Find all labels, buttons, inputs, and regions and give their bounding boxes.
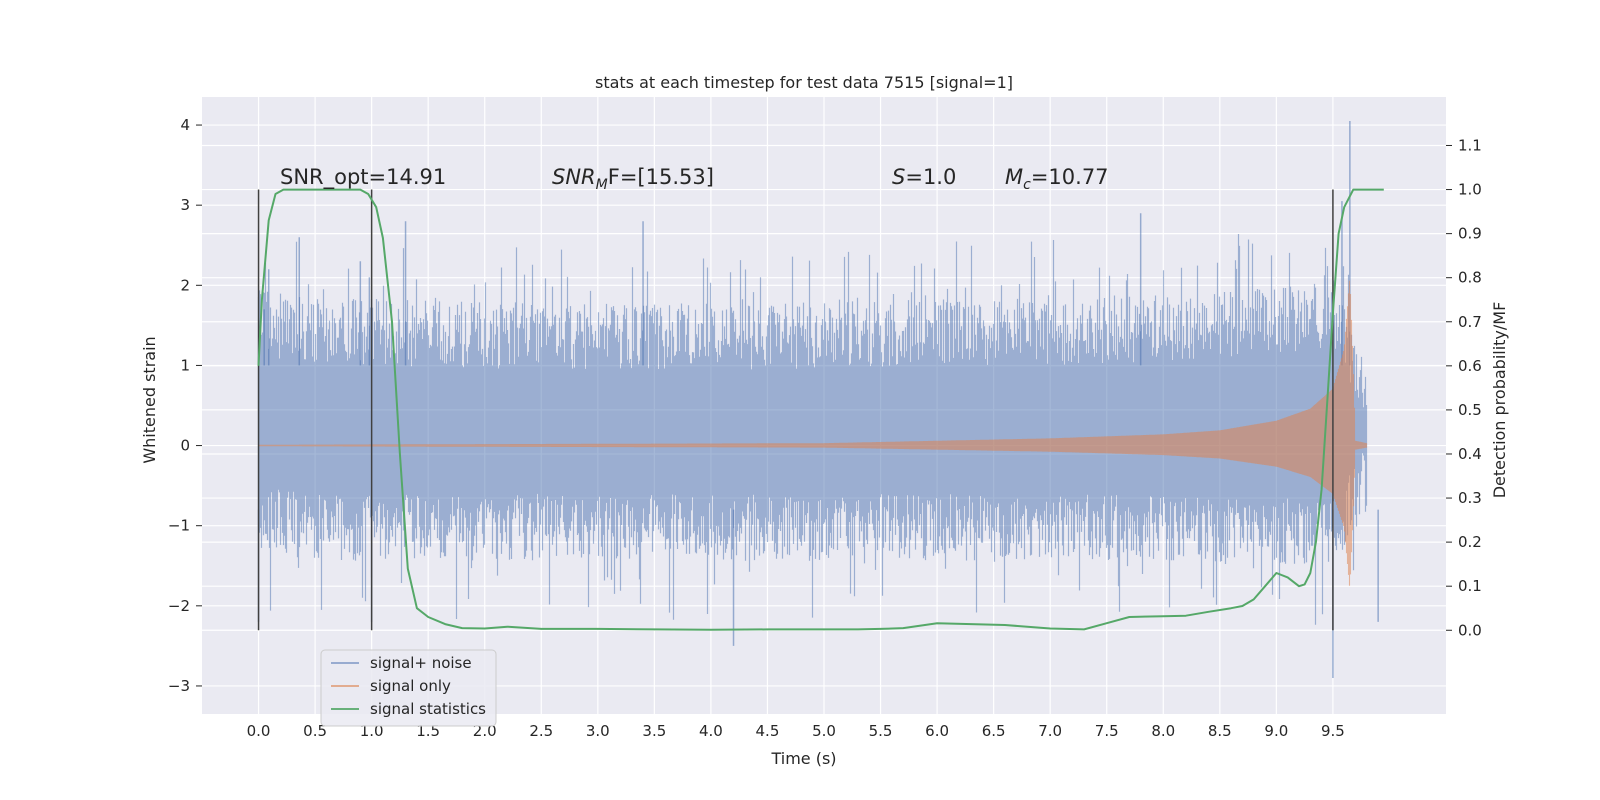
x-tick-label: 0.5 xyxy=(303,722,327,740)
vertical-markers xyxy=(257,189,1334,631)
right-y-tick-label: 0.1 xyxy=(1458,577,1482,595)
chart-title: stats at each timestep for test data 751… xyxy=(595,73,1013,92)
right-y-tick-label: 0.7 xyxy=(1458,313,1482,331)
right-y-tick-label: 0.0 xyxy=(1458,621,1482,639)
x-tick-label: 4.5 xyxy=(756,722,780,740)
x-tick-label: 6.0 xyxy=(925,722,949,740)
legend-label-signal-statistics: signal statistics xyxy=(370,700,486,718)
x-tick-label: 3.5 xyxy=(642,722,666,740)
legend-label-signal-noise: signal+ noise xyxy=(370,654,472,672)
snr-mf-prefix: SNR xyxy=(552,165,596,189)
left-y-tick-label: 4 xyxy=(180,116,190,134)
x-tick-label: 8.5 xyxy=(1208,722,1232,740)
x-tick-label: 0.0 xyxy=(247,722,271,740)
x-tick-label: 3.0 xyxy=(586,722,610,740)
mc-annotation: Mc=10.77 xyxy=(1005,165,1109,193)
right-y-tick-label: 0.4 xyxy=(1458,445,1482,463)
signal-statistics-series xyxy=(257,188,1384,631)
left-y-tick-label: −2 xyxy=(168,597,190,615)
right-y-tick-label: 1.1 xyxy=(1458,136,1482,154)
left-y-axis-ticks: −3 −2 −1 0 1 2 3 4 xyxy=(168,116,202,695)
x-tick-label: 5.5 xyxy=(869,722,893,740)
left-y-tick-label: 1 xyxy=(180,356,190,374)
left-y-tick-label: 0 xyxy=(180,437,190,455)
right-y-axis-ticks: 0.0 0.1 0.2 0.3 0.4 0.5 0.6 0.7 0.8 0.9 1.0 1.1 xyxy=(1446,136,1482,639)
x-tick-label: 7.0 xyxy=(1038,722,1062,740)
x-tick-label: 7.5 xyxy=(1095,722,1119,740)
x-tick-label: 2.5 xyxy=(529,722,553,740)
right-y-tick-label: 0.2 xyxy=(1458,533,1482,551)
left-y-tick-label: −1 xyxy=(168,517,190,535)
mc-variable: M xyxy=(1005,165,1023,189)
right-y-tick-label: 0.5 xyxy=(1458,401,1482,419)
snr-mf-suffix: F=[15.53] xyxy=(608,165,714,189)
x-tick-label: 5.0 xyxy=(812,722,836,740)
right-y-tick-label: 0.6 xyxy=(1458,357,1482,375)
x-tick-label: 6.5 xyxy=(982,722,1006,740)
x-tick-label: 8.0 xyxy=(1151,722,1175,740)
s-annotation: S=1.0 xyxy=(892,165,956,189)
snr-mf-annotation: SNRMF=[15.53] xyxy=(552,165,714,193)
left-y-tick-label: −3 xyxy=(168,677,190,695)
legend-box xyxy=(320,649,497,727)
x-tick-label: 9.0 xyxy=(1264,722,1288,740)
s-variable: S xyxy=(892,165,905,189)
x-axis-label: Time (s) xyxy=(770,749,836,768)
mc-subscript: c xyxy=(1023,177,1031,193)
right-y-tick-label: 0.3 xyxy=(1458,489,1482,507)
snr-opt-annotation: SNR_opt=14.91 xyxy=(280,165,446,190)
snr-mf-subscript: M xyxy=(596,177,608,193)
right-y-tick-label: 0.9 xyxy=(1458,225,1482,243)
right-y-tick-label: 0.8 xyxy=(1458,269,1482,287)
left-y-axis-label: Whitened strain xyxy=(140,336,159,463)
x-tick-label: 9.5 xyxy=(1321,722,1345,740)
s-value: =1.0 xyxy=(905,165,956,189)
right-y-tick-label: 1.0 xyxy=(1458,181,1482,199)
legend: signal+ noise signal only signal statist… xyxy=(320,649,497,727)
signal-statistics-line xyxy=(257,188,1384,631)
mc-value: =10.77 xyxy=(1031,165,1109,189)
left-y-tick-label: 2 xyxy=(180,276,190,294)
x-tick-label: 4.0 xyxy=(699,722,723,740)
legend-label-signal-only: signal only xyxy=(370,677,451,695)
left-y-tick-label: 3 xyxy=(180,196,190,214)
right-y-axis-label: Detection probability/MF xyxy=(1490,302,1509,499)
